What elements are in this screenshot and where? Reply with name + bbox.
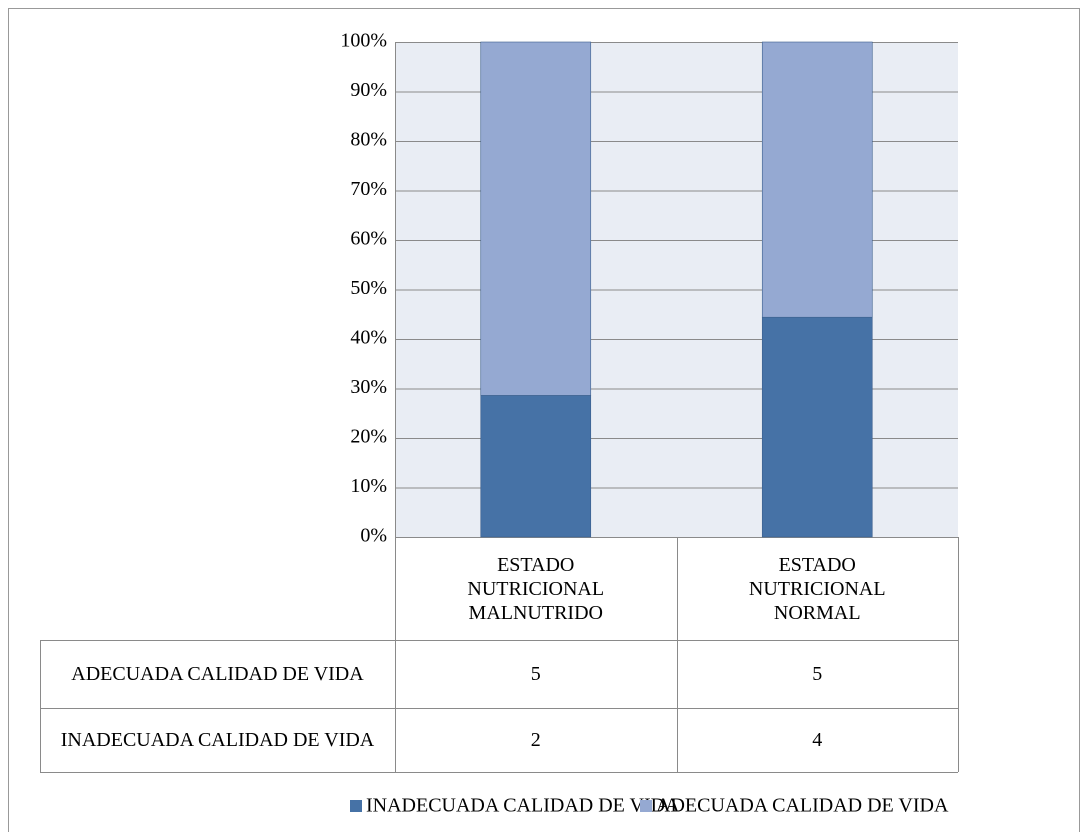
category-label: ESTADO NUTRICIONAL NORMAL xyxy=(677,537,959,640)
bar-segment xyxy=(761,41,873,318)
y-tick-label: 20% xyxy=(350,426,387,448)
table-row-label: ADECUADA CALIDAD DE VIDA xyxy=(40,640,395,708)
table-row-label: INADECUADA CALIDAD DE VIDA xyxy=(40,708,395,772)
bar-segment xyxy=(480,395,592,538)
legend-swatch xyxy=(640,800,652,812)
table-value-text: 2 xyxy=(530,729,541,751)
frame xyxy=(8,8,1080,832)
table-row-label-text: ADECUADA CALIDAD DE VIDA xyxy=(71,663,364,685)
table-value: 5 xyxy=(395,640,677,708)
legend-swatch xyxy=(350,800,362,812)
y-tick-label: 30% xyxy=(350,376,387,398)
y-tick-label: 50% xyxy=(350,277,387,299)
table-row-label-text: INADECUADA CALIDAD DE VIDA xyxy=(60,729,375,751)
table-grid xyxy=(40,42,959,773)
category-label-text: ESTADO NUTRICIONAL NORMAL xyxy=(748,553,886,624)
y-tick-label: 80% xyxy=(350,129,387,151)
y-tick-label: 60% xyxy=(350,228,387,250)
table-value: 4 xyxy=(677,708,959,772)
table-value-text: 5 xyxy=(812,663,823,685)
bar-segment xyxy=(480,41,592,396)
legend-label: ADECUADA CALIDAD DE VIDA xyxy=(656,795,949,817)
category-label: ESTADO NUTRICIONAL MALNUTRIDO xyxy=(395,537,677,640)
y-tick-label: 70% xyxy=(350,178,387,200)
y-tick-label: 100% xyxy=(340,30,387,52)
y-tick-label: 0% xyxy=(360,525,387,547)
table-value: 5 xyxy=(677,640,959,708)
table-value: 2 xyxy=(395,708,677,772)
table-value-text: 4 xyxy=(812,729,823,751)
y-tick-label: 40% xyxy=(350,327,387,349)
y-tick-label: 90% xyxy=(350,79,387,101)
y-tick-label: 10% xyxy=(350,475,387,497)
legend-label: INADECUADA CALIDAD DE VIDA xyxy=(366,795,680,817)
bar-segment xyxy=(761,316,873,538)
category-label-text: ESTADO NUTRICIONAL MALNUTRIDO xyxy=(467,553,605,624)
table-value-text: 5 xyxy=(530,663,541,685)
